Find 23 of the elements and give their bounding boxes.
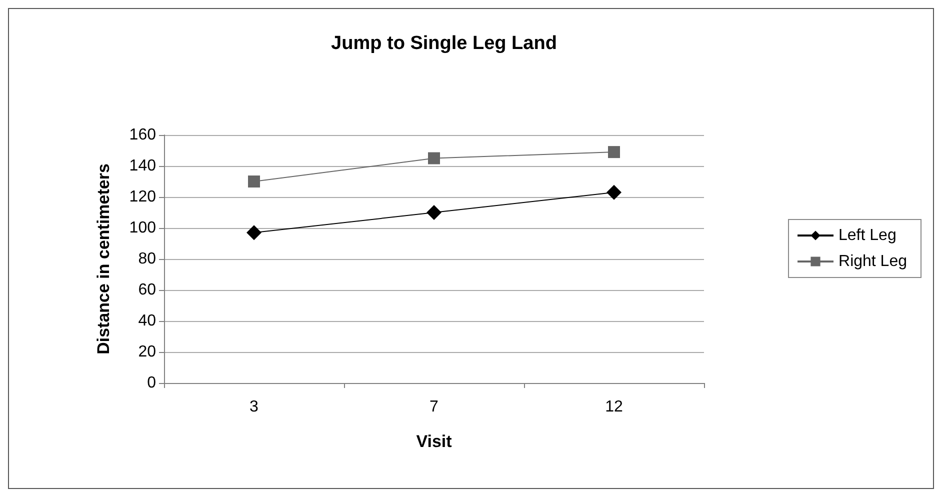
y-axis-title: Distance in centimeters — [94, 164, 113, 354]
y-tick-label: 140 — [129, 158, 156, 174]
y-tick-label: 160 — [129, 126, 156, 144]
point — [608, 146, 620, 158]
x-axis-title: Visit — [416, 432, 452, 451]
point — [246, 225, 262, 240]
y-tick-label: 0 — [147, 374, 156, 392]
point — [428, 152, 440, 164]
y-tick-label: 20 — [138, 344, 156, 360]
point — [606, 184, 622, 200]
x-tick-label: 3 — [250, 398, 259, 416]
legend-label: Left Leg — [838, 227, 896, 244]
y-tick-label: 80 — [138, 250, 156, 268]
y-tick-label: 60 — [138, 282, 156, 298]
y-tick-label: 120 — [129, 188, 156, 206]
y-tick-label: 40 — [138, 312, 156, 330]
point — [248, 176, 260, 188]
x-tick-label: 7 — [430, 398, 439, 416]
chart-title: Jump to Single Leg Land — [331, 33, 557, 54]
legend-label: Right Leg — [838, 253, 908, 270]
y-tick-label: 100 — [129, 220, 156, 236]
x-tick-label: 12 — [605, 398, 623, 416]
point — [426, 205, 442, 220]
